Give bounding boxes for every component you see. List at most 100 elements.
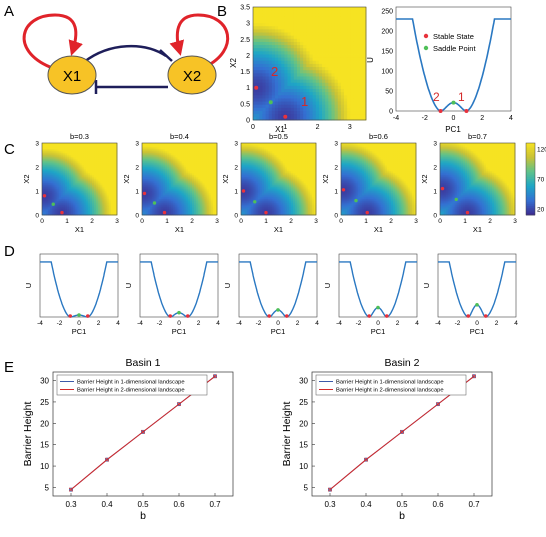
heatmap-b-cell	[253, 57, 257, 61]
heatmap-c-cell	[243, 187, 246, 190]
heatmap-b-cell	[359, 44, 364, 49]
heatmap-b-cell	[290, 10, 295, 14]
heatmap-c-cell	[210, 151, 214, 154]
heatmap-b-cell	[253, 38, 257, 42]
heatmap-c-cell	[67, 183, 70, 186]
saddle-point-marker	[451, 100, 456, 105]
heatmap-c-cell	[73, 163, 76, 166]
heatmap-b-ytick: 0	[246, 118, 250, 125]
heatmap-c-cell	[257, 191, 261, 194]
heatmap-b-cell	[325, 91, 329, 96]
heatmap-c-cell	[175, 187, 178, 190]
heatmap-b-cell	[309, 13, 314, 17]
heatmap-b-cell	[256, 94, 260, 99]
heatmap-c-cell	[212, 167, 216, 170]
heatmap-b-cell	[359, 10, 364, 14]
heatmap-c-cell	[77, 151, 80, 154]
heatmap-b-cell	[271, 104, 276, 108]
heatmap-c-cell	[48, 145, 51, 148]
heatmap-c-cell	[214, 181, 218, 184]
heatmap-b-cell	[359, 94, 364, 99]
heatmap-c-cell	[241, 197, 244, 200]
heatmap-b-cell	[337, 44, 342, 49]
heatmap-c-cell	[196, 209, 199, 212]
heatmap-c-cell	[189, 201, 193, 204]
heatmap-b-cell	[281, 16, 285, 20]
heatmap-c-cell	[71, 185, 74, 188]
heatmap-c-cell	[69, 159, 72, 162]
heatmap-c-cell	[276, 203, 279, 206]
heatmap-c-cell	[79, 167, 82, 170]
saddle-point-marker	[51, 202, 55, 206]
heatmap-b-cell	[271, 41, 276, 46]
heatmap-c-cell	[46, 181, 49, 184]
heatmap-c-cell	[204, 153, 207, 156]
heatmap-c-cell	[208, 203, 212, 206]
heatmap-c-cell	[81, 149, 85, 152]
heatmap-c-cell	[104, 143, 107, 146]
heatmap-b-cell	[347, 35, 351, 39]
heatmap-c-cell	[253, 149, 256, 152]
heatmap-c-cell	[202, 145, 205, 148]
heatmap-c-cell	[192, 157, 195, 160]
heatmap-c-cell	[261, 159, 265, 162]
heatmap-c-cell	[87, 201, 91, 204]
heatmap-c-cell	[110, 185, 114, 188]
heatmap-c-cell	[167, 153, 170, 156]
heatmap-c-cell	[169, 155, 172, 158]
heatmap-c-cell	[253, 165, 256, 168]
heatmap-c-cell	[268, 207, 271, 210]
heatmap-c-cell	[54, 147, 57, 150]
heatmap-c-cell	[150, 155, 153, 158]
heatmap-c-cell	[266, 209, 269, 212]
heatmap-b-cell	[284, 38, 288, 42]
heatmap-b-cell	[328, 25, 332, 30]
heatmap-b-cell	[296, 72, 301, 77]
heatmap-b-cell	[268, 63, 273, 68]
heatmap-b-cell	[265, 19, 270, 24]
heatmap-c-cell	[96, 195, 99, 198]
heatmap-c-cell	[108, 203, 112, 206]
heatmap-b-cell	[350, 91, 354, 96]
heatmap-c-cell	[183, 185, 187, 188]
heatmap-c-cell	[187, 155, 191, 158]
heatmap-c-cell	[56, 187, 60, 190]
heatmap-c-cell	[56, 191, 60, 194]
heatmap-b-cell	[262, 88, 266, 93]
heatmap-c-cell	[243, 185, 246, 188]
heatmap-c-cell	[112, 151, 116, 154]
heatmap-c-cell	[58, 165, 62, 168]
heatmap-c-cell	[200, 155, 203, 158]
heatmap-c-cell	[200, 179, 203, 182]
heatmap-c-cell	[164, 197, 168, 200]
heatmap-c-cell	[79, 145, 82, 148]
heatmap-c-cell	[196, 151, 199, 154]
heatmap-b-cell	[253, 22, 257, 27]
heatmap-c-cell	[69, 167, 72, 170]
heatmap-c-cell	[87, 169, 91, 172]
heatmap-c-cell	[251, 209, 254, 212]
heatmap-c-cell	[96, 171, 99, 174]
heatmap-c-cell	[110, 211, 114, 214]
heatmap-c-cell	[73, 143, 76, 146]
heatmap-c-cell	[54, 157, 57, 160]
heatmap-c-cell	[54, 175, 57, 178]
heatmap-b-cell	[318, 91, 323, 96]
heatmap-c-cell	[94, 181, 97, 184]
heatmap-b-cell	[344, 85, 348, 90]
heatmap-c-cell	[62, 181, 66, 184]
heatmap-c-cell	[146, 147, 149, 150]
heatmap-c-cell	[156, 181, 160, 184]
heatmap-c-cell	[206, 189, 210, 192]
heatmap-c-cell	[62, 167, 66, 170]
heatmap-c-cell	[177, 143, 180, 146]
heatmap-c-cell	[64, 197, 68, 200]
heatmap-b-cell	[262, 57, 266, 61]
heatmap-c-cell	[245, 195, 248, 198]
heatmap-c-cell	[42, 207, 45, 210]
heatmap-b-cell	[306, 76, 310, 80]
heatmap-c-cell	[251, 195, 254, 198]
heatmap-c-cell	[259, 187, 263, 190]
heatmap-b-cell	[322, 22, 326, 27]
heatmap-c-cell	[87, 151, 91, 154]
